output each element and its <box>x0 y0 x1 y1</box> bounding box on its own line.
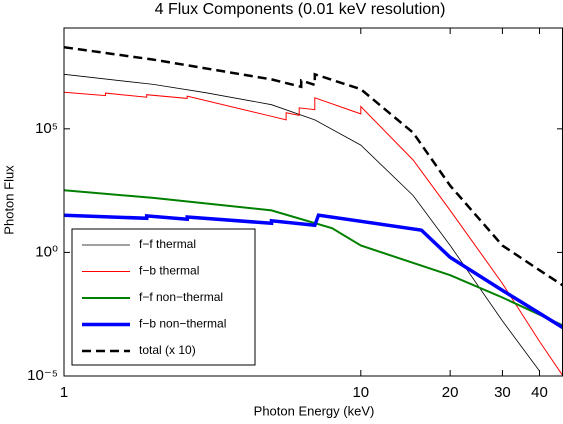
x-axis-label: Photon Energy (keV) <box>254 403 375 418</box>
legend-label: f−b non−thermal <box>139 317 226 331</box>
x-tick-label: 30 <box>494 384 511 401</box>
y-tick-label: 10⁵ <box>35 120 58 137</box>
series-line <box>64 91 563 376</box>
y-tick-label: 10⁰ <box>35 243 58 260</box>
legend-label: f−f non−thermal <box>139 290 223 304</box>
series-line <box>64 213 563 330</box>
series-line <box>64 189 563 327</box>
series-line <box>64 45 563 287</box>
y-tick-label: 10⁻⁵ <box>27 367 58 384</box>
series-line <box>64 73 540 372</box>
x-tick-label: 10 <box>352 384 369 401</box>
x-tick-label: 1 <box>60 384 68 401</box>
x-tick-label: 40 <box>531 384 548 401</box>
y-axis-label: Photon Flux <box>1 165 16 235</box>
chart-title: 4 Flux Components (0.01 keV resolution) <box>155 1 446 18</box>
legend-label: f−b thermal <box>139 264 199 278</box>
legend-label: f−f thermal <box>139 237 196 251</box>
legend-label: total (x 10) <box>139 343 196 357</box>
x-tick-label: 20 <box>442 384 459 401</box>
